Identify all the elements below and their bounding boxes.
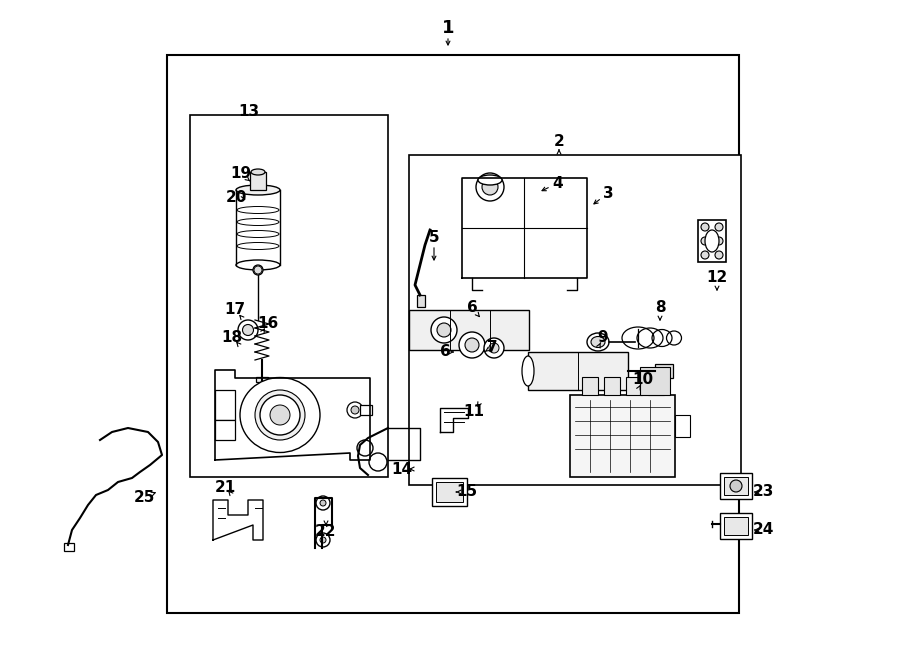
Bar xyxy=(360,405,372,415)
Bar xyxy=(640,367,670,395)
Circle shape xyxy=(701,251,709,259)
Bar xyxy=(432,478,467,506)
Circle shape xyxy=(369,453,387,471)
Bar xyxy=(570,395,675,477)
Text: 20: 20 xyxy=(225,190,247,206)
Bar xyxy=(655,364,673,378)
Circle shape xyxy=(347,402,363,418)
Circle shape xyxy=(431,317,457,343)
Ellipse shape xyxy=(705,230,719,252)
Circle shape xyxy=(320,537,326,543)
Circle shape xyxy=(482,179,498,195)
Ellipse shape xyxy=(238,320,258,340)
Text: 13: 13 xyxy=(238,104,259,120)
Text: 12: 12 xyxy=(706,270,727,286)
Circle shape xyxy=(270,405,290,425)
Circle shape xyxy=(701,237,709,245)
Bar xyxy=(724,517,748,535)
Bar xyxy=(720,513,752,539)
Ellipse shape xyxy=(236,260,280,270)
Bar xyxy=(720,473,752,499)
Text: 10: 10 xyxy=(633,373,653,387)
Circle shape xyxy=(260,395,300,435)
Circle shape xyxy=(316,533,330,547)
Bar xyxy=(256,377,268,382)
Ellipse shape xyxy=(591,336,605,348)
Text: 7: 7 xyxy=(487,340,498,354)
Bar xyxy=(528,352,628,390)
Bar xyxy=(417,295,425,307)
Text: 8: 8 xyxy=(654,301,665,315)
Bar xyxy=(250,172,266,190)
Ellipse shape xyxy=(478,175,502,185)
Circle shape xyxy=(316,496,330,510)
Circle shape xyxy=(320,500,326,506)
Bar xyxy=(215,420,235,440)
Text: 21: 21 xyxy=(214,479,236,494)
Text: 18: 18 xyxy=(221,329,243,344)
Text: 1: 1 xyxy=(442,19,454,37)
Circle shape xyxy=(715,251,723,259)
Bar xyxy=(409,155,741,485)
Circle shape xyxy=(489,343,499,353)
Bar xyxy=(436,482,463,502)
Text: 25: 25 xyxy=(133,490,155,504)
Text: 6: 6 xyxy=(466,301,477,315)
Bar xyxy=(675,415,690,437)
Circle shape xyxy=(715,237,723,245)
Text: 17: 17 xyxy=(224,303,246,317)
Text: 14: 14 xyxy=(392,461,412,477)
Ellipse shape xyxy=(253,265,263,275)
Circle shape xyxy=(484,338,504,358)
Circle shape xyxy=(476,173,504,201)
Ellipse shape xyxy=(587,333,609,351)
Circle shape xyxy=(465,338,479,352)
Circle shape xyxy=(437,323,451,337)
Circle shape xyxy=(459,332,485,358)
Text: 15: 15 xyxy=(456,485,478,500)
Text: 19: 19 xyxy=(230,167,252,182)
Ellipse shape xyxy=(522,356,534,386)
Ellipse shape xyxy=(251,169,265,175)
Bar xyxy=(648,377,664,395)
Ellipse shape xyxy=(242,325,254,336)
Text: 23: 23 xyxy=(752,485,774,500)
Text: 22: 22 xyxy=(315,524,337,539)
Text: 11: 11 xyxy=(464,405,484,420)
Bar xyxy=(64,543,74,551)
Circle shape xyxy=(701,223,709,231)
Ellipse shape xyxy=(255,390,305,440)
Ellipse shape xyxy=(240,377,320,453)
Text: 5: 5 xyxy=(428,229,439,245)
Bar xyxy=(626,377,642,395)
Bar xyxy=(698,220,726,262)
Text: 6: 6 xyxy=(439,344,450,360)
Text: 16: 16 xyxy=(257,315,279,330)
Circle shape xyxy=(254,266,262,274)
Bar xyxy=(409,310,529,350)
Bar xyxy=(724,477,748,495)
Circle shape xyxy=(715,223,723,231)
Text: 9: 9 xyxy=(598,330,608,346)
Circle shape xyxy=(351,406,359,414)
Ellipse shape xyxy=(236,185,280,195)
Circle shape xyxy=(730,480,742,492)
Text: 3: 3 xyxy=(603,186,613,200)
Text: 4: 4 xyxy=(553,176,563,190)
Bar xyxy=(604,377,620,395)
Bar xyxy=(215,390,235,420)
Circle shape xyxy=(357,440,373,456)
Text: 2: 2 xyxy=(554,134,564,149)
Bar xyxy=(167,55,739,613)
Bar xyxy=(582,377,598,395)
Bar xyxy=(190,115,388,477)
Text: 24: 24 xyxy=(752,522,774,537)
